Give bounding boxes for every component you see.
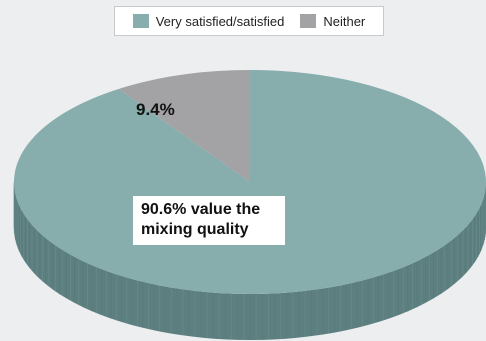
legend-item-neither: Neither: [300, 14, 365, 29]
legend-swatch-neither: [300, 14, 317, 28]
data-label-neither: 9.4%: [136, 100, 175, 119]
pie-top: [13, 70, 486, 294]
pie-slice-neither: [118, 70, 250, 182]
pie-sides: [13, 182, 486, 340]
legend-label-neither: Neither: [323, 13, 366, 29]
legend: Very satisfied/satisfied Neither: [114, 6, 384, 36]
pie-slice-satisfied: [13, 70, 486, 294]
legend-swatch-satisfied: [132, 14, 149, 28]
legend-item-satisfied: Very satisfied/satisfied: [132, 13, 285, 29]
data-label-satisfied: 90.6% value the mixing quality: [133, 196, 285, 245]
legend-label-satisfied: Very satisfied/satisfied: [155, 13, 285, 29]
